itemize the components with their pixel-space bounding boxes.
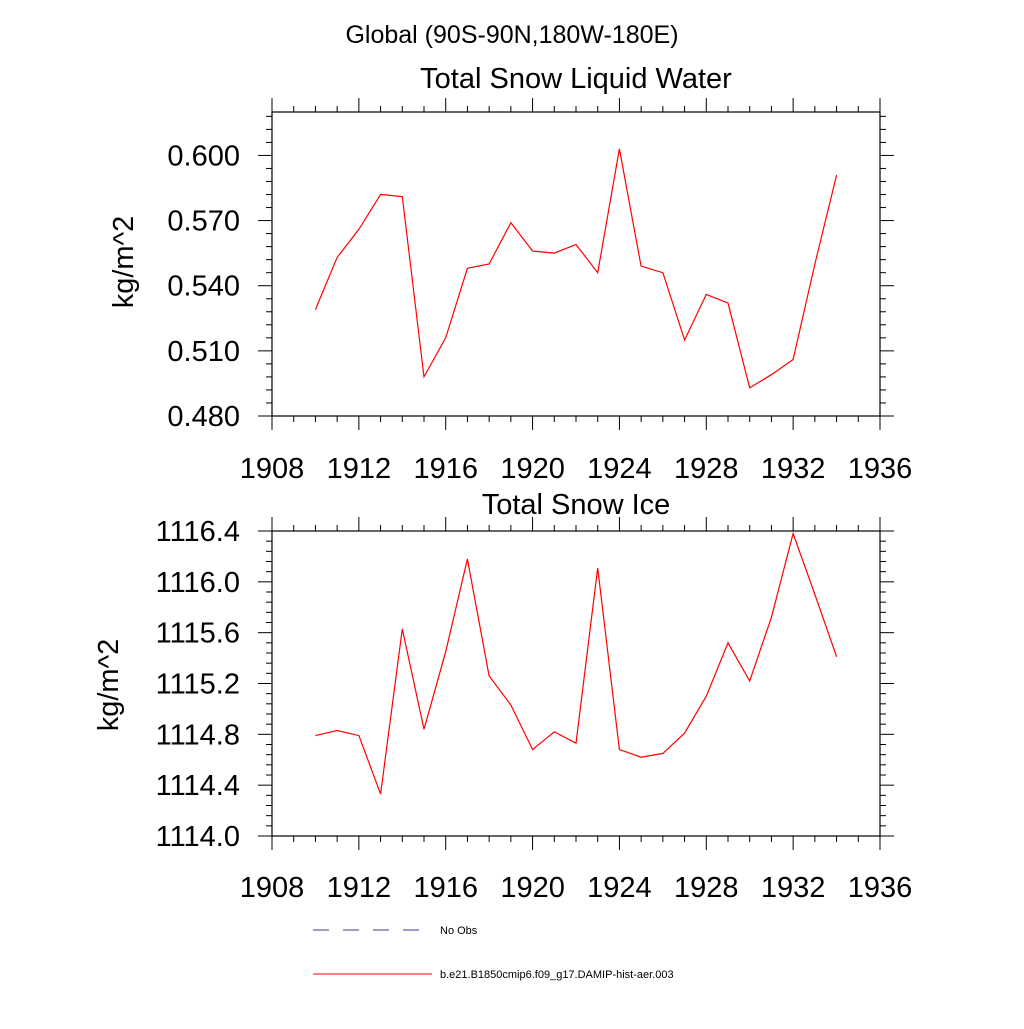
chart-title: Total Snow Liquid Water: [420, 63, 732, 95]
y-tick-label: 0.540: [167, 271, 240, 303]
y-tick-label: 1116.4: [156, 516, 240, 548]
y-tick-label: 0.600: [167, 140, 240, 172]
x-tick-label: 1936: [848, 872, 913, 904]
x-tick-label: 1924: [587, 453, 652, 485]
y-tick-label: 1116.0: [156, 567, 240, 599]
x-tick-label: 1932: [761, 872, 826, 904]
y-tick-label: 1115.2: [156, 669, 240, 701]
x-tick-label: 1924: [587, 872, 652, 904]
x-tick-labels: 1908 1912 1916 1920 1924 1928 1932 1936: [240, 453, 913, 485]
y-tick-label: 0.480: [167, 401, 240, 433]
y-tick-label: 0.570: [167, 206, 240, 238]
chart-title: Total Snow Ice: [482, 489, 671, 521]
figure-suptitle: Global (90S-90N,180W-180E): [345, 21, 678, 49]
x-tick-label: 1932: [761, 453, 826, 485]
chart-panel-liquid-water: Total Snow Liquid Water kg/m^2 1908 1912 1…: [108, 63, 912, 485]
x-tick-label: 1912: [327, 872, 392, 904]
legend-label-model: b.e21.B1850cmip6.f09_g17.DAMIP-hist-aer.…: [440, 969, 674, 981]
data-series: [314, 148, 838, 389]
x-tick-label: 1920: [500, 453, 565, 485]
legend: No Obs b.e21.B1850cmip6.f09_g17.DAMIP-hi…: [313, 925, 674, 981]
x-tick-label: 1916: [413, 872, 478, 904]
axis-ticks: [258, 517, 894, 850]
chart-panel-snow-ice: Total Snow Ice kg/m^2 1908 1912 1916 1920 19…: [93, 489, 912, 904]
x-tick-label: 1912: [327, 453, 392, 485]
y-tick-labels: 0.480 0.510 0.540 0.570 0.600: [167, 140, 240, 433]
legend-label-no-obs: No Obs: [440, 925, 478, 937]
series-line: [314, 148, 838, 389]
y-tick-labels: 1114.0 1114.4 1114.8 1115.2 1115.6 1116.0 1116…: [156, 516, 240, 853]
y-tick-label: 1114.8: [156, 719, 240, 751]
x-tick-label: 1920: [500, 872, 565, 904]
y-tick-label: 0.510: [167, 336, 240, 368]
y-tick-label: 1114.0: [156, 821, 240, 853]
x-tick-label: 1916: [413, 453, 478, 485]
y-tick-label: 1114.4: [156, 770, 240, 802]
series-line: [315, 531, 838, 795]
x-tick-label: 1928: [674, 453, 739, 485]
plot-frame: [271, 530, 881, 837]
x-tick-label: 1936: [848, 453, 913, 485]
y-axis-label: kg/m^2: [108, 216, 140, 309]
y-tick-label: 1115.6: [156, 618, 240, 650]
plot-frame: [271, 111, 881, 417]
axis-ticks: [258, 98, 894, 430]
x-tick-label: 1928: [674, 872, 739, 904]
x-tick-label: 1908: [240, 453, 305, 485]
x-tick-labels: 1908 1912 1916 1920 1924 1928 1932 1936: [240, 872, 913, 904]
y-axis-label: kg/m^2: [93, 639, 125, 732]
data-series: [315, 531, 838, 795]
x-tick-label: 1908: [240, 872, 305, 904]
